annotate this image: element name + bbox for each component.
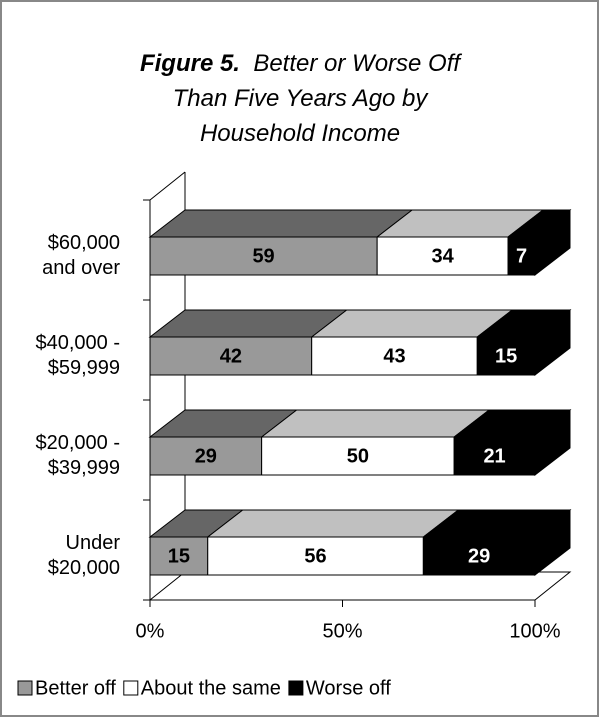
value-label: 43 bbox=[383, 345, 405, 367]
wall-edge bbox=[149, 171, 186, 201]
bar bbox=[207, 536, 424, 576]
bar-top bbox=[260, 409, 491, 438]
legend-swatch bbox=[123, 680, 139, 696]
bar bbox=[507, 236, 536, 276]
value-label: 59 bbox=[252, 245, 274, 267]
y-tick-label: Under $20,000 bbox=[47, 532, 120, 579]
value-label: 42 bbox=[220, 345, 242, 367]
bar bbox=[422, 536, 536, 576]
figure-label: Figure 5. bbox=[139, 50, 240, 77]
axes bbox=[143, 171, 572, 601]
legend-label: Better off bbox=[35, 677, 116, 699]
bar-top bbox=[148, 209, 414, 238]
legend-label: Worse off bbox=[306, 677, 391, 699]
y-tick-label: $40,000 - $59,999 bbox=[35, 332, 120, 379]
value-label: 29 bbox=[468, 545, 490, 567]
value-label: 34 bbox=[431, 245, 454, 267]
value-label: 21 bbox=[483, 445, 505, 467]
y-tick-label: $60,000 and over bbox=[42, 232, 120, 279]
value-label: 50 bbox=[347, 445, 369, 467]
bar bbox=[149, 336, 313, 376]
value-label: 15 bbox=[495, 345, 517, 367]
bar bbox=[149, 236, 378, 276]
x-tick-label: 50% bbox=[322, 620, 362, 642]
bar bbox=[476, 336, 536, 376]
x-tick-label: 100% bbox=[509, 620, 560, 642]
value-label: 56 bbox=[304, 545, 326, 567]
bar bbox=[261, 436, 455, 476]
value-label: 7 bbox=[516, 245, 527, 267]
floor bbox=[148, 571, 572, 601]
legend-swatch bbox=[288, 680, 304, 696]
bar bbox=[453, 436, 536, 476]
chart-title: Figure 5. Better or Worse Off Than Five … bbox=[112, 46, 488, 151]
bar bbox=[149, 436, 263, 476]
legend-label: About the same bbox=[141, 677, 281, 699]
bar bbox=[311, 336, 478, 376]
value-label: 29 bbox=[195, 445, 217, 467]
bar-top bbox=[206, 509, 460, 538]
value-label: 15 bbox=[168, 545, 190, 567]
y-tick-label: $20,000 - $39,999 bbox=[35, 432, 120, 479]
legend-swatch bbox=[17, 680, 33, 696]
title-text: Better or Worse Off Than Five Years Ago … bbox=[172, 50, 461, 147]
bar bbox=[149, 536, 209, 576]
x-tick-label: 0% bbox=[136, 620, 165, 642]
